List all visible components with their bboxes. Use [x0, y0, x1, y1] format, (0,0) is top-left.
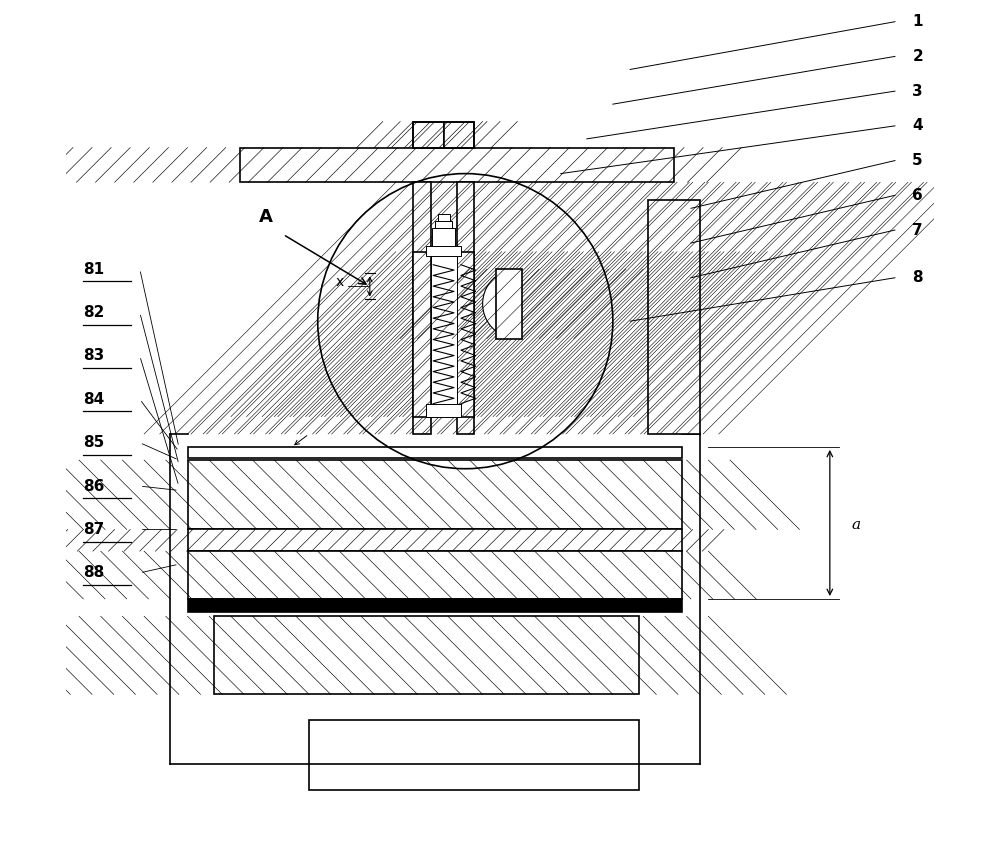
Text: 84: 84	[83, 391, 105, 407]
Text: x: x	[335, 275, 344, 289]
Text: 81: 81	[83, 261, 104, 277]
Bar	[431, 247, 457, 417]
Bar	[435, 221, 452, 228]
Bar	[188, 599, 682, 612]
Text: 5: 5	[912, 153, 923, 168]
Text: 82: 82	[83, 305, 105, 320]
Bar	[413, 252, 431, 417]
Text: 86: 86	[83, 478, 105, 494]
Bar	[648, 200, 700, 434]
Bar	[214, 616, 639, 694]
Bar	[188, 551, 682, 599]
Bar	[438, 214, 450, 221]
Text: A: A	[259, 208, 273, 226]
Bar	[240, 148, 674, 182]
Bar	[457, 252, 474, 417]
Bar	[188, 551, 682, 599]
Bar	[426, 404, 461, 417]
Bar	[413, 122, 444, 148]
Text: 3: 3	[912, 83, 923, 99]
Text: 4: 4	[912, 118, 923, 134]
Bar	[413, 122, 474, 148]
Bar	[188, 460, 682, 529]
Text: 87: 87	[83, 522, 105, 537]
Bar	[496, 269, 522, 339]
Bar	[214, 616, 639, 694]
Text: a: a	[852, 518, 861, 532]
Text: 8: 8	[912, 270, 923, 286]
Bar	[413, 122, 444, 148]
Bar	[426, 246, 461, 256]
Bar	[444, 122, 474, 148]
Bar	[413, 182, 431, 434]
Bar	[309, 720, 639, 790]
Bar	[188, 460, 682, 529]
Text: 85: 85	[83, 435, 105, 450]
Text: 1: 1	[912, 14, 923, 30]
Bar	[496, 269, 522, 339]
Bar	[413, 182, 431, 434]
Bar	[457, 182, 474, 434]
Bar	[413, 252, 431, 417]
Text: 6: 6	[912, 187, 923, 203]
Bar	[188, 529, 682, 551]
Bar	[444, 122, 474, 148]
Bar	[240, 148, 674, 182]
Text: 88: 88	[83, 565, 105, 581]
Bar	[188, 529, 682, 551]
Text: 83: 83	[83, 348, 105, 364]
Text: 7: 7	[912, 222, 923, 238]
Wedge shape	[483, 277, 517, 331]
Bar	[457, 182, 474, 434]
Bar	[457, 252, 474, 417]
Bar	[432, 228, 455, 246]
Bar	[188, 447, 682, 458]
Text: 2: 2	[912, 49, 923, 64]
